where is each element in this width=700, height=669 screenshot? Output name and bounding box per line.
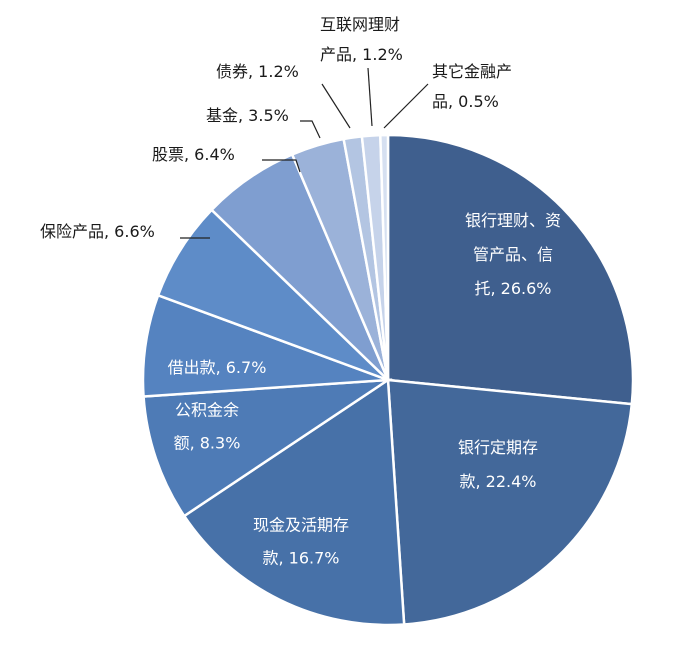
slice-label-0: 银行理财、资管产品、信托, 26.6% — [465, 211, 561, 298]
leader-line-9 — [368, 68, 372, 126]
slice-label-5: 保险产品, 6.6% — [40, 222, 155, 241]
leader-line-7 — [300, 121, 320, 138]
slice-label-6: 股票, 6.4% — [152, 145, 235, 164]
slice-label-7: 基金, 3.5% — [206, 106, 289, 125]
leader-line-10 — [384, 84, 428, 128]
pie-slice-1 — [388, 380, 632, 624]
slice-label-4: 借出款, 6.7% — [168, 358, 267, 377]
slice-label-9: 互联网理财产品, 1.2% — [320, 15, 403, 64]
slice-label-8: 债券, 1.2% — [216, 62, 299, 81]
pie-slice-0 — [388, 135, 633, 404]
slice-label-10: 其它金融产品, 0.5% — [432, 62, 512, 111]
leader-line-8 — [322, 84, 350, 128]
